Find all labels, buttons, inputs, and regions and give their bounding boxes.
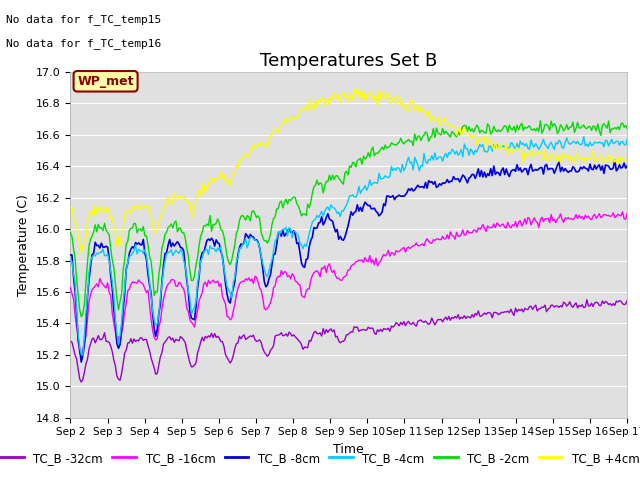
TC_B -8cm — [67, 252, 74, 258]
Text: No data for f_TC_temp16: No data for f_TC_temp16 — [6, 38, 162, 49]
TC_B -32cm — [234, 340, 242, 346]
TC_B -32cm — [136, 335, 144, 341]
TC_B +4cm — [262, 141, 269, 147]
TC_B -32cm — [312, 328, 319, 334]
TC_B +4cm — [77, 250, 85, 256]
Title: Temperatures Set B: Temperatures Set B — [260, 52, 437, 71]
TC_B -2cm — [234, 227, 242, 232]
TC_B -32cm — [77, 379, 85, 385]
TC_B -4cm — [623, 136, 631, 142]
TC_B +4cm — [67, 205, 74, 211]
TC_B -4cm — [595, 139, 603, 145]
TC_B -4cm — [136, 248, 144, 254]
TC_B -2cm — [136, 226, 144, 232]
TC_B -16cm — [312, 269, 319, 275]
TC_B -16cm — [67, 285, 74, 290]
TC_B -2cm — [536, 118, 544, 124]
TC_B -8cm — [234, 252, 242, 258]
TC_B +4cm — [234, 165, 242, 171]
TC_B -2cm — [595, 128, 603, 133]
TC_B -32cm — [623, 298, 631, 303]
TC_B +4cm — [595, 156, 603, 161]
TC_B +4cm — [136, 202, 144, 208]
Text: No data for f_TC_temp15: No data for f_TC_temp15 — [6, 14, 162, 25]
Line: TC_B -16cm: TC_B -16cm — [70, 212, 627, 357]
TC_B -2cm — [253, 215, 260, 220]
Y-axis label: Temperature (C): Temperature (C) — [17, 194, 30, 296]
TC_B -32cm — [595, 302, 603, 308]
TC_B -4cm — [312, 216, 319, 222]
TC_B +4cm — [312, 106, 319, 112]
TC_B +4cm — [353, 85, 361, 91]
TC_B -4cm — [67, 256, 74, 262]
Text: WP_met: WP_met — [77, 75, 134, 88]
TC_B -16cm — [262, 307, 269, 312]
TC_B -8cm — [611, 157, 619, 163]
TC_B -16cm — [77, 354, 85, 360]
TC_B -8cm — [136, 241, 144, 247]
TC_B -8cm — [77, 359, 85, 365]
TC_B -16cm — [136, 279, 144, 285]
TC_B -16cm — [594, 214, 602, 219]
TC_B -32cm — [253, 338, 260, 344]
TC_B -4cm — [580, 134, 588, 140]
TC_B -32cm — [262, 351, 269, 357]
TC_B -32cm — [583, 297, 591, 302]
TC_B -8cm — [594, 164, 602, 169]
Line: TC_B -4cm: TC_B -4cm — [70, 137, 627, 355]
TC_B -4cm — [79, 352, 86, 358]
TC_B -4cm — [234, 255, 242, 261]
TC_B -4cm — [253, 238, 260, 243]
TC_B -8cm — [253, 237, 260, 243]
TC_B -2cm — [77, 314, 85, 320]
TC_B -8cm — [623, 163, 631, 169]
TC_B -2cm — [623, 126, 631, 132]
TC_B -16cm — [619, 209, 627, 215]
Line: TC_B -8cm: TC_B -8cm — [70, 160, 627, 362]
Line: TC_B +4cm: TC_B +4cm — [70, 88, 627, 253]
TC_B -16cm — [234, 286, 242, 291]
TC_B -4cm — [262, 272, 269, 277]
TC_B -2cm — [262, 238, 269, 243]
TC_B +4cm — [253, 144, 260, 150]
TC_B -16cm — [253, 275, 260, 280]
TC_B -2cm — [67, 230, 74, 236]
TC_B -8cm — [312, 226, 319, 231]
TC_B -16cm — [623, 210, 631, 216]
Legend: TC_B -32cm, TC_B -16cm, TC_B -8cm, TC_B -4cm, TC_B -2cm, TC_B +4cm: TC_B -32cm, TC_B -16cm, TC_B -8cm, TC_B … — [0, 447, 640, 469]
Line: TC_B -2cm: TC_B -2cm — [70, 121, 627, 317]
Line: TC_B -32cm: TC_B -32cm — [70, 300, 627, 382]
X-axis label: Time: Time — [333, 443, 364, 456]
TC_B -8cm — [262, 284, 269, 289]
TC_B -2cm — [312, 182, 319, 188]
TC_B +4cm — [623, 158, 631, 164]
TC_B -32cm — [67, 338, 74, 344]
